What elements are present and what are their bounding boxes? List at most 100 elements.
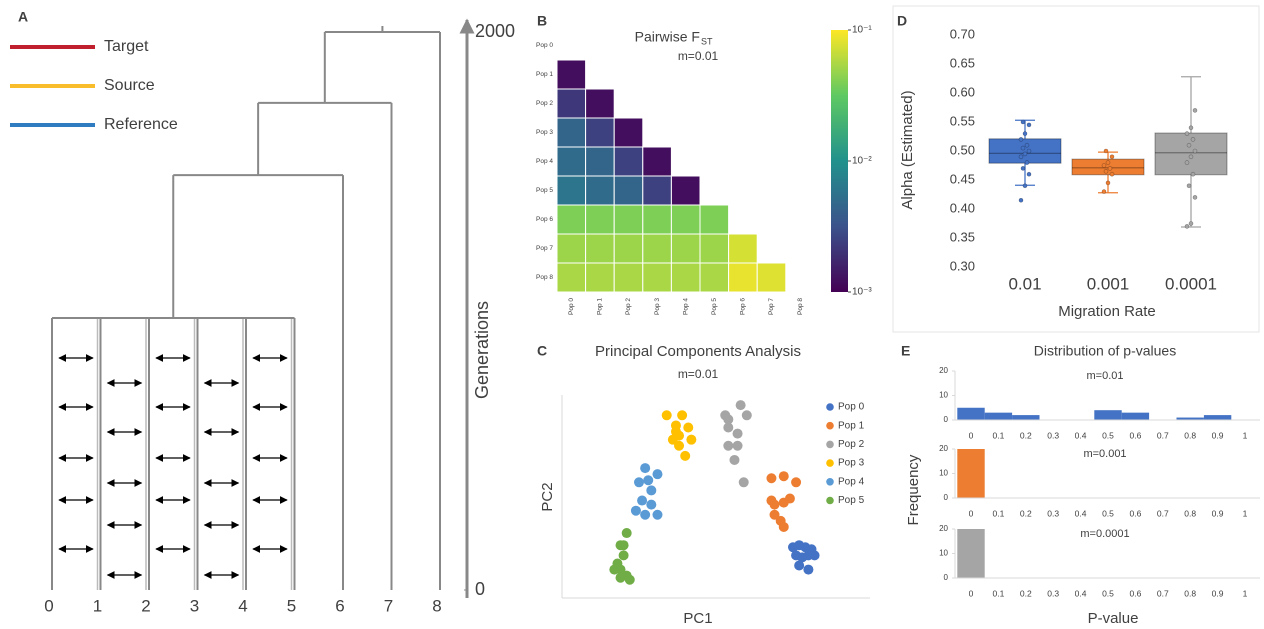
legend-label: Reference [104,116,178,133]
heatmap-cell [728,262,758,293]
scatter-point [609,564,620,575]
scatter-point [686,434,697,445]
leaf-label: 7 [384,596,393,615]
legend-label: Source [104,77,155,94]
row-label: Pop 6 [536,216,553,223]
heatmap-cell [556,88,587,119]
x-tick-label: 0.2 [1020,430,1032,440]
x-tick-label: 0.6 [1129,430,1141,440]
chart-subtitle: m=0.01 [678,367,719,381]
x-tick-label: 0 [969,588,974,598]
scatter-point [677,410,688,421]
x-tick-label: 0.8 [1184,430,1196,440]
time-tick-label: 2000 [475,21,515,41]
y-tick-label: 10 [939,549,948,558]
x-tick-label: 0.8 [1184,588,1196,598]
data-point [1018,198,1024,203]
box [1071,158,1145,176]
x-tick-label: 0.001 [1087,274,1130,293]
data-point [1020,166,1026,171]
y-tick-label: 20 [939,444,948,453]
leaf-label: 2 [141,596,150,615]
legend-label: Pop 0 [838,402,865,413]
scatter-point [769,499,780,510]
x-axis-label: PC1 [683,610,712,627]
bar [1012,415,1040,420]
heatmap-cell [556,204,587,235]
scatter-point [640,463,651,474]
x-axis-label: P-value [1088,610,1139,627]
y-axis-label: Frequency [905,454,922,525]
colorbar [831,30,848,292]
row-label: Pop 7 [536,245,553,252]
x-tick-label: 1 [1243,508,1248,518]
data-point [1192,108,1198,113]
data-point [1022,131,1028,136]
data-point [1024,160,1030,165]
heatmap-cell [642,233,672,264]
x-tick-label: 0.6 [1129,588,1141,598]
heatmap-cell [642,204,672,235]
x-tick-label: 0.1 [992,508,1004,518]
data-point [1107,166,1113,171]
legend-marker [826,459,834,467]
legend-label: Pop 2 [838,439,865,450]
scatter-point [784,493,795,504]
panel-subtitle: m=0.001 [1083,448,1126,460]
data-point [1026,171,1032,177]
x-tick-label: 1 [1243,588,1248,598]
y-tick-label: 0.65 [950,55,975,70]
x-tick-label: 0.3 [1047,588,1059,598]
x-tick-label: 0.2 [1020,588,1032,598]
column-label: Pop 8 [797,298,804,315]
y-tick-label: 10 [939,391,948,400]
heatmap-cell [556,175,587,206]
panel-d-frame [892,5,1260,333]
x-tick-label: 0.4 [1075,508,1087,518]
scatter-point [723,440,734,451]
heatmap-cell [613,262,644,293]
scatter-point [646,499,657,510]
chart-title: Principal Components Analysis [595,343,801,360]
scatter-point [735,400,746,411]
y-tick-label: 0.40 [950,200,975,215]
x-tick-label: 0.7 [1157,588,1169,598]
bar [957,449,985,498]
scatter-point [732,428,743,439]
x-tick-label: 0.6 [1129,508,1141,518]
data-point [1022,151,1028,157]
data-point [1184,160,1190,165]
legend-label: Pop 5 [838,495,865,506]
y-tick-label: 0.30 [950,258,975,273]
heatmap-cell [585,88,615,119]
bar [1176,417,1204,420]
y-tick-label: 0.35 [950,229,975,244]
bar [1203,415,1232,420]
chart-title: Distribution of p-values [1034,343,1176,359]
bar [957,407,985,420]
scatter-point [680,450,691,461]
y-tick-label: 10 [939,469,948,478]
x-tick-label: 0.1 [992,588,1004,598]
box [988,138,1062,164]
row-label: Pop 8 [536,274,553,281]
time-tick-label: 0 [475,579,485,599]
x-tick-label: 0.7 [1157,430,1169,440]
x-tick-label: 0.2 [1020,508,1032,518]
colorbar-tick-label: 10⁻² [852,156,872,167]
x-tick-label: 0.3 [1047,430,1059,440]
leaf-label: 4 [238,596,247,615]
heatmap-cell [585,117,615,148]
scatter-point [646,485,657,496]
scatter-point [637,495,648,506]
row-label: Pop 4 [536,158,553,165]
y-tick-label: 0 [944,493,949,502]
scatter-point [615,572,626,583]
x-axis-label: Migration Rate [1058,303,1156,320]
panel-subtitle: m=0.01 [1087,370,1124,382]
data-point [1101,163,1107,168]
data-point [1188,125,1194,131]
scatter-point [732,440,743,451]
data-point [1192,148,1198,154]
data-point [1103,148,1109,154]
